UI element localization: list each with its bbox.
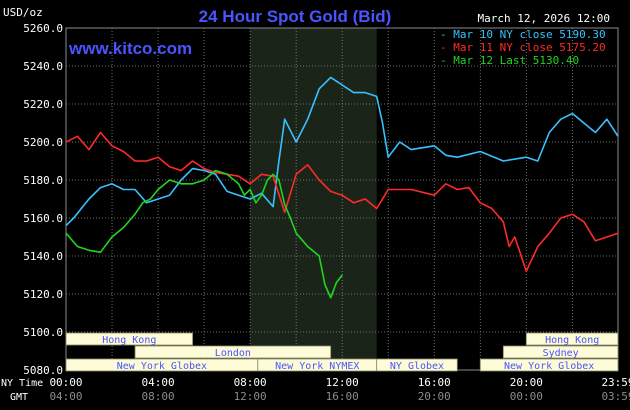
y-tick-label: 5080.0: [23, 364, 63, 377]
session-label: New York NYMEX: [275, 361, 359, 372]
x-tick-label-ny: 12:00: [326, 376, 359, 389]
x-row-label-ny: NY Time: [1, 378, 43, 389]
chart-title: 24 Hour Spot Gold (Bid): [199, 7, 392, 26]
session-label: NY Globex: [390, 361, 444, 372]
legend-entry-2: - Mar 11 NY close 5175.20: [440, 41, 606, 54]
x-tick-label-gmt: 20:00: [418, 390, 451, 403]
y-tick-label: 5100.0: [23, 326, 63, 339]
x-tick-label-ny: 04:00: [142, 376, 175, 389]
session-bar: [376, 358, 458, 372]
y-tick-label: 5240.0: [23, 60, 63, 73]
session-label: New York Globex: [117, 361, 207, 372]
x-tick-label-ny: 08:00: [234, 376, 267, 389]
session-label: Sydney: [543, 348, 579, 359]
y-tick-label: 5120.0: [23, 288, 63, 301]
x-tick-label-ny: 20:00: [510, 376, 543, 389]
session-bar: [65, 332, 193, 346]
session-label: London: [215, 348, 251, 359]
session-bar: [479, 358, 619, 372]
session-label: Hong Kong: [545, 335, 599, 346]
y-tick-label: 5220.0: [23, 98, 63, 111]
legend-entry-1: - Mar 10 NY close 5190.30: [440, 28, 606, 41]
session-label: New York Globex: [504, 361, 594, 372]
datetime-label: March 12, 2026 12:00: [478, 12, 610, 25]
price-series-line-1: [65, 76, 619, 227]
x-tick-label-gmt: 00:00: [510, 390, 543, 403]
session-bar: [525, 332, 619, 346]
session-bar: [502, 345, 619, 359]
session-label: Hong Kong: [102, 335, 156, 346]
x-tick-label-ny: 00:00: [49, 376, 82, 389]
session-bar: [134, 345, 332, 359]
x-tick-label-gmt: 16:00: [326, 390, 359, 403]
nymex-session-highlight: [250, 28, 377, 370]
x-tick-label-gmt: 03:59: [601, 390, 630, 403]
x-row-label-gmt: GMT: [10, 392, 28, 403]
y-tick-label: 5160.0: [23, 212, 63, 225]
x-tick-label-ny: 16:00: [418, 376, 451, 389]
watermark-url: www.kitco.com: [68, 39, 192, 58]
y-tick-label: 5200.0: [23, 136, 63, 149]
y-tick-label: 5140.0: [23, 250, 63, 263]
price-series-line-3: [65, 169, 343, 299]
x-tick-label-gmt: 04:00: [49, 390, 82, 403]
x-tick-label-gmt: 12:00: [234, 390, 267, 403]
unit-label: USD/oz: [3, 6, 43, 19]
x-tick-label-gmt: 08:00: [142, 390, 175, 403]
y-tick-label: 5180.0: [23, 174, 63, 187]
y-tick-label: 5260.0: [23, 22, 63, 35]
price-series-line-2: [65, 131, 619, 273]
legend-entry-3: - Mar 12 Last 5130.40: [440, 54, 579, 67]
x-tick-label-ny: 23:59: [601, 376, 630, 389]
